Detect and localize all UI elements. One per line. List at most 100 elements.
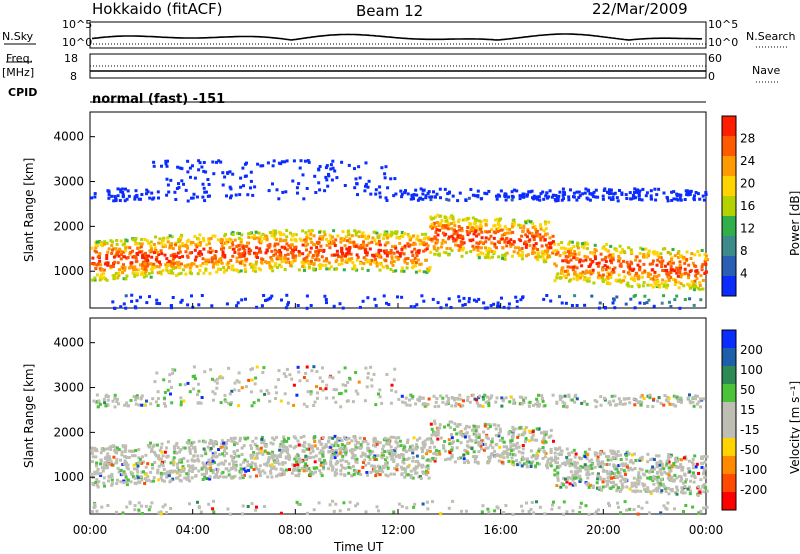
- heatmap-cell: [93, 470, 97, 474]
- heatmap-cell: [651, 457, 655, 461]
- heatmap-cell: [587, 512, 591, 516]
- heatmap-cell: [186, 303, 190, 307]
- heatmap-cell: [221, 171, 225, 175]
- nave-label: Nave: [752, 64, 781, 77]
- heatmap-cell: [163, 391, 167, 394]
- heatmap-cell: [633, 279, 636, 283]
- heatmap-cell: [452, 228, 456, 232]
- heatmap-cell: [294, 233, 298, 237]
- heatmap-cell: [178, 473, 182, 477]
- heatmap-cell: [511, 425, 515, 429]
- heatmap-cell: [511, 195, 515, 199]
- heatmap-cell: [561, 187, 565, 191]
- heatmap-cell: [201, 182, 205, 186]
- heatmap-cell: [591, 472, 595, 475]
- heatmap-cell: [197, 382, 200, 386]
- heatmap-cell: [672, 394, 676, 398]
- heatmap-cell: [696, 192, 700, 196]
- heatmap-cell: [123, 450, 127, 454]
- heatmap-cell: [109, 460, 113, 464]
- heatmap-cell: [276, 242, 280, 246]
- heatmap-cell: [255, 254, 259, 258]
- heatmap-cell: [438, 228, 442, 232]
- heatmap-cell: [126, 189, 130, 193]
- heatmap-cell: [116, 478, 119, 482]
- heatmap-cell: [270, 249, 274, 253]
- heatmap-cell: [291, 179, 295, 183]
- heatmap-cell: [294, 444, 298, 448]
- heatmap-cell: [164, 159, 168, 163]
- heatmap-cell: [565, 274, 569, 278]
- heatmap-cell: [386, 450, 390, 454]
- heatmap-cell: [561, 193, 565, 197]
- heatmap-cell: [687, 193, 690, 197]
- heatmap-cell: [366, 446, 370, 450]
- heatmap-cell: [659, 471, 663, 475]
- heatmap-cell: [705, 254, 708, 258]
- heatmap-cell: [657, 273, 661, 277]
- heatmap-cell: [351, 455, 355, 459]
- heatmap-cell: [538, 198, 542, 202]
- heatmap-cell: [479, 223, 483, 227]
- heatmap-cell: [309, 237, 313, 241]
- heatmap-cell: [143, 403, 147, 407]
- heatmap-cell: [205, 477, 209, 481]
- heatmap-cell: [662, 294, 666, 298]
- heatmap-cell: [114, 247, 118, 251]
- heatmap-cell: [658, 463, 662, 467]
- heatmap-cell: [695, 277, 699, 280]
- heatmap-cell: [696, 271, 700, 275]
- heatmap-cell: [677, 255, 680, 259]
- heatmap-cell: [290, 243, 293, 247]
- heatmap-cell: [132, 475, 135, 479]
- heatmap-cell: [213, 451, 217, 455]
- heatmap-cell: [530, 189, 534, 193]
- heatmap-cell: [576, 277, 580, 281]
- heatmap-cell: [500, 296, 503, 300]
- heatmap-cell: [609, 449, 613, 453]
- heatmap-cell: [178, 245, 181, 249]
- heatmap-cell: [383, 230, 387, 234]
- heatmap-cell: [444, 251, 448, 255]
- heatmap-cell: [109, 448, 113, 451]
- heatmap-cell: [368, 449, 372, 453]
- heatmap-cell: [146, 462, 150, 466]
- heatmap-cell: [270, 452, 274, 456]
- heatmap-cell: [457, 218, 461, 222]
- heatmap-cell: [363, 437, 366, 441]
- heatmap-cell: [221, 183, 225, 187]
- heatmap-cell: [387, 437, 391, 441]
- heatmap-cell: [161, 454, 165, 458]
- heatmap-cell: [295, 500, 299, 504]
- heatmap-cell: [496, 301, 500, 305]
- heatmap-cell: [571, 483, 575, 487]
- heatmap-cell: [670, 465, 674, 469]
- heatmap-cell: [193, 377, 197, 381]
- heatmap-cell: [508, 228, 512, 231]
- heatmap-cell: [567, 451, 571, 455]
- heatmap-cell: [680, 468, 684, 472]
- heatmap-cell: [159, 512, 163, 516]
- heatmap-cell: [122, 255, 126, 259]
- heatmap-cell: [692, 474, 696, 478]
- heatmap-cell: [277, 197, 281, 201]
- heatmap-cell: [177, 468, 181, 472]
- heatmap-cell: [413, 305, 417, 309]
- heatmap-cell: [697, 400, 701, 404]
- heatmap-cell: [500, 233, 504, 237]
- heatmap-cell: [561, 259, 565, 263]
- heatmap-cell: [325, 301, 328, 305]
- heatmap-cell: [545, 191, 549, 195]
- heatmap-cell: [537, 195, 541, 199]
- heatmap-cell: [258, 471, 262, 475]
- heatmap-cell: [105, 393, 109, 397]
- heatmap-cell: [308, 250, 312, 254]
- heatmap-cell: [467, 297, 471, 301]
- heatmap-cell: [524, 221, 528, 225]
- heatmap-cell: [172, 266, 176, 270]
- heatmap-cell: [555, 447, 559, 451]
- heatmap-cell: [535, 461, 539, 465]
- heatmap-cell: [614, 483, 618, 487]
- heatmap-cell: [229, 196, 232, 200]
- heatmap-cell: [328, 246, 332, 250]
